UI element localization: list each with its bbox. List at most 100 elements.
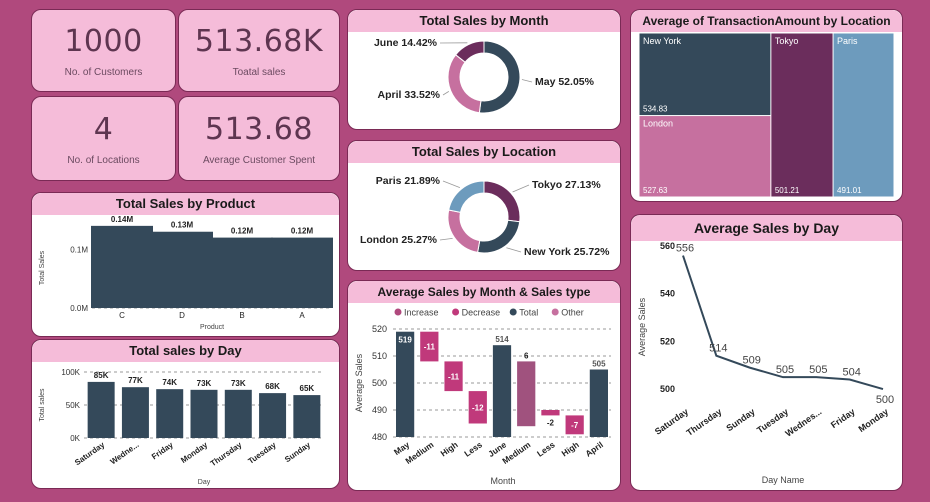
treemap-cell [639,33,771,116]
bar-value-label: 0.14M [111,215,134,224]
donut-label: Tokyo 27.13% [532,179,601,191]
y-axis-title: Average Sales [637,297,647,356]
y-tick-label: 100K [61,368,80,377]
legend-marker [452,308,460,316]
donut-slice [478,40,521,114]
point-value-label: 514 [709,343,727,355]
point-value-label: 505 [809,364,827,376]
x-tick-label: C [119,311,125,320]
bar [151,231,213,308]
x-tick-label: Less [535,439,557,458]
y-tick-label: 0.0M [70,304,88,313]
bar-value-label: 77K [128,376,143,385]
chart-sales-by-day[interactable]: Total sales by Day 0K 50K 100K 85K Saturday 7… [31,339,340,489]
waterfall-svg: Increase Decrease Total Other 480 490 500 510 52… [354,308,611,486]
x-tick-label: High [438,439,459,458]
bar [121,387,149,438]
legend-label: Total [519,308,538,318]
treemap-svg: New York 534.83 London 527.63 Tokyo 501.21 Par… [639,33,894,197]
donut-label: May 52.05% [535,76,595,88]
waterfall-bar [541,410,560,416]
donut-leader [512,184,530,193]
waterfall-bar [468,391,487,424]
x-axis-title: Product [200,324,224,331]
donut-label: April 33.52% [378,89,441,101]
chart-sales-by-product[interactable]: Total Sales by Product 0.0M 0.1M 0.14M C 0.1… [31,192,340,337]
x-axis-title: Day Name [762,475,805,485]
donut-slice [483,180,521,223]
kpi-customers: 1000 No. of Customers [31,9,176,92]
bar-value-label: 0.12M [291,227,314,236]
donut-label: London 25.27% [360,234,438,246]
y-tick-label: 480 [372,432,387,442]
waterfall-bar [492,345,512,437]
chart-avg-sales-by-day[interactable]: Average Sales by Day 500 520 540 560 556 Satu… [630,214,903,491]
kpi-total-sales: 513.68K Toatal sales [178,9,340,92]
x-tick-label: Wedne... [109,440,141,466]
point-value-label: 504 [842,367,860,379]
chart-sales-by-month[interactable]: Total Sales by Month May 52.05% April 33.… [347,9,621,130]
treemap-cell [833,33,894,197]
chart-title: Total Sales by Location [348,141,620,163]
y-axis-title: Total Sales [39,250,46,285]
chart-title: Average of TransactionAmount by Location [631,10,902,32]
bar-value-label: 505 [592,360,606,369]
bar [87,381,115,438]
donut-label: Paris 21.89% [376,175,441,187]
bar-value-label: 0.12M [231,227,254,236]
bar-value-label: 74K [162,378,177,387]
line-series [682,255,884,391]
legend-label: Other [561,308,584,318]
donut-location-svg: Tokyo 27.13% New York 25.72% London 25.27%… [360,175,610,258]
chart-avg-sales-waterfall[interactable]: Average Sales by Month & Sales type Incr… [347,280,621,491]
donut-leader [439,238,453,241]
bar-value-label: 68K [265,382,280,391]
x-tick-label: Saturday [73,440,107,467]
waterfall-bar [444,361,463,392]
chart-avg-transaction-by-location[interactable]: Average of TransactionAmount by Location… [630,9,903,202]
y-tick-label: 510 [372,351,387,361]
bar-value-label: 0.13M [171,221,194,230]
chart-title: Average Sales by Month & Sales type [348,281,620,303]
bar-value-label: -12 [472,403,484,412]
y-tick-label: 50K [66,401,81,410]
waterfall-bar [396,331,415,437]
y-tick-label: 520 [372,324,387,334]
kpi-total-sales-label: Toatal sales [232,66,286,78]
treemap-value: 501.21 [775,186,800,195]
point-value-label: 509 [742,355,760,367]
treemap-value: 491.01 [837,186,862,195]
treemap-cell [771,33,833,197]
kpi-customers-value: 1000 [64,23,143,59]
x-tick-label: Thursday [209,440,244,468]
donut-slice [454,40,485,63]
bar-value-label: 514 [495,335,509,344]
x-tick-label: Friday [150,440,175,461]
bar [211,237,273,308]
donut-label: June 14.42% [374,37,438,49]
treemap-value: 527.63 [643,186,668,195]
chart-sales-by-location[interactable]: Total Sales by Location Tokyo 27.13% New … [347,140,621,271]
chart-title: Average Sales by Day [631,215,902,241]
waterfall-bar [517,361,536,427]
legend-label: Decrease [462,308,501,318]
donut-slice [447,54,482,114]
waterfall-bar [565,415,584,435]
x-tick-label: A [299,311,305,320]
y-tick-label: 500 [372,378,387,388]
bar [293,395,321,438]
x-tick-label: Monday [857,406,891,434]
bar-value-label: 65K [300,384,315,393]
kpi-customers-label: No. of Customers [64,66,143,78]
chart-title: Total Sales by Month [348,10,620,32]
legend-label: Increase [404,308,439,318]
bar [156,389,184,438]
x-tick-label: Wednes... [783,406,823,438]
line-svg: 500 520 540 560 556 Saturday 514 Thursday 509 Sun… [637,241,894,485]
bar [91,225,153,308]
y-tick-label: 540 [660,289,675,299]
kpi-avg-spent: 513.68 Average Customer Spent [178,96,340,181]
bar-value-label: 6 [524,351,529,360]
bar-value-label: 73K [231,379,246,388]
donut-leader [506,247,522,253]
